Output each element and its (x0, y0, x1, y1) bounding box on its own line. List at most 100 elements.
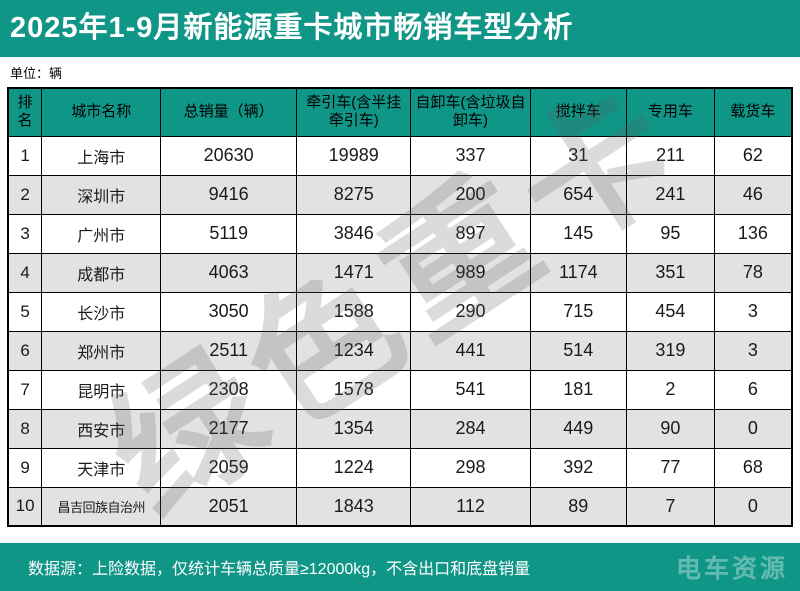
city-cell: 西安市 (41, 408, 162, 449)
dump-truck-cell: 112 (410, 486, 531, 527)
cargo-truck-cell: 0 (713, 408, 793, 449)
special-vehicle-cell: 241 (626, 174, 715, 215)
col-header-total: 总销量（辆） (160, 87, 297, 137)
rank-cell: 3 (7, 213, 43, 254)
table-row: 1 上海市 20630 19989 337 31 211 62 (7, 135, 793, 176)
col-header-cargo: 载货车 (713, 87, 793, 137)
page-title: 2025年1-9月新能源重卡城市畅销车型分析 (10, 12, 574, 44)
cargo-truck-cell: 3 (713, 330, 793, 371)
table-header-row: 排名 城市名称 总销量（辆） 牵引车(含半挂牵引车) 自卸车(含垃圾自卸车) 搅… (7, 87, 793, 137)
special-vehicle-cell: 2 (626, 369, 715, 410)
table-body: 1 上海市 20630 19989 337 31 211 62 2 深圳市 9416 8275 200 6… (7, 135, 793, 527)
dump-truck-cell: 337 (410, 135, 531, 176)
total-sales-cell: 2051 (160, 486, 297, 527)
tractor-cell: 8275 (295, 174, 412, 215)
special-vehicle-cell: 211 (626, 135, 715, 176)
total-sales-cell: 3050 (160, 291, 297, 332)
tractor-cell: 1588 (295, 291, 412, 332)
cargo-truck-cell: 46 (713, 174, 793, 215)
rank-cell: 10 (7, 486, 43, 527)
rank-cell: 7 (7, 369, 43, 410)
tractor-cell: 1354 (295, 408, 412, 449)
tractor-cell: 1234 (295, 330, 412, 371)
rank-cell: 1 (7, 135, 43, 176)
total-sales-cell: 2059 (160, 447, 297, 488)
table-row: 6 郑州市 2511 1234 441 514 319 3 (7, 330, 793, 371)
total-sales-cell: 5119 (160, 213, 297, 254)
sales-table-wrap: 排名 城市名称 总销量（辆） 牵引车(含半挂牵引车) 自卸车(含垃圾自卸车) 搅… (7, 53, 793, 545)
mixer-cell: 145 (529, 213, 628, 254)
mixer-cell: 449 (529, 408, 628, 449)
sales-table: 排名 城市名称 总销量（辆） 牵引车(含半挂牵引车) 自卸车(含垃圾自卸车) 搅… (7, 87, 793, 527)
city-cell: 长沙市 (41, 291, 162, 332)
cargo-truck-cell: 6 (713, 369, 793, 410)
table-row: 3 广州市 5119 3846 897 145 95 136 (7, 213, 793, 254)
special-vehicle-cell: 90 (626, 408, 715, 449)
table-row: 4 成都市 4063 1471 989 1174 351 78 (7, 252, 793, 293)
total-sales-cell: 9416 (160, 174, 297, 215)
city-cell: 上海市 (41, 135, 162, 176)
cargo-truck-cell: 62 (713, 135, 793, 176)
col-header-rank: 排名 (7, 87, 43, 137)
special-vehicle-cell: 95 (626, 213, 715, 254)
special-vehicle-cell: 351 (626, 252, 715, 293)
mixer-cell: 31 (529, 135, 628, 176)
table-row: 2 深圳市 9416 8275 200 654 241 46 (7, 174, 793, 215)
cargo-truck-cell: 0 (713, 486, 793, 527)
cargo-truck-cell: 3 (713, 291, 793, 332)
city-cell: 成都市 (41, 252, 162, 293)
table-row: 9 天津市 2059 1224 298 392 77 68 (7, 447, 793, 488)
cargo-truck-cell: 136 (713, 213, 793, 254)
city-cell: 深圳市 (41, 174, 162, 215)
total-sales-cell: 2511 (160, 330, 297, 371)
rank-cell: 2 (7, 174, 43, 215)
tractor-cell: 1578 (295, 369, 412, 410)
mixer-cell: 89 (529, 486, 628, 527)
title-bar: 2025年1-9月新能源重卡城市畅销车型分析 (0, 0, 800, 57)
special-vehicle-cell: 7 (626, 486, 715, 527)
tractor-cell: 19989 (295, 135, 412, 176)
special-vehicle-cell: 319 (626, 330, 715, 371)
dump-truck-cell: 897 (410, 213, 531, 254)
mixer-cell: 715 (529, 291, 628, 332)
rank-cell: 4 (7, 252, 43, 293)
total-sales-cell: 2177 (160, 408, 297, 449)
mixer-cell: 181 (529, 369, 628, 410)
table-row: 5 长沙市 3050 1588 290 715 454 3 (7, 291, 793, 332)
dump-truck-cell: 200 (410, 174, 531, 215)
total-sales-cell: 4063 (160, 252, 297, 293)
mixer-cell: 654 (529, 174, 628, 215)
brand-logo: 电车资源 (675, 555, 788, 583)
table-row: 10 昌吉回族自治州 2051 1843 112 89 7 0 (7, 486, 793, 527)
cargo-truck-cell: 78 (713, 252, 793, 293)
mixer-cell: 1174 (529, 252, 628, 293)
mixer-cell: 392 (529, 447, 628, 488)
col-header-tractor: 牵引车(含半挂牵引车) (295, 87, 412, 137)
unit-note: 单位：辆 (10, 65, 63, 81)
tractor-cell: 1843 (295, 486, 412, 527)
dump-truck-cell: 298 (410, 447, 531, 488)
city-cell: 昌吉回族自治州 (41, 486, 162, 527)
rank-cell: 8 (7, 408, 43, 449)
dump-truck-cell: 290 (410, 291, 531, 332)
rank-cell: 9 (7, 447, 43, 488)
special-vehicle-cell: 77 (626, 447, 715, 488)
tractor-cell: 3846 (295, 213, 412, 254)
table-row: 7 昆明市 2308 1578 541 181 2 6 (7, 369, 793, 410)
footer-bar: 数据源：上险数据，仅统计车辆总质量≥12000kg，不含出口和底盘销量 电车资源 (0, 543, 800, 591)
cargo-truck-cell: 68 (713, 447, 793, 488)
mixer-cell: 514 (529, 330, 628, 371)
rank-cell: 6 (7, 330, 43, 371)
city-cell: 昆明市 (41, 369, 162, 410)
total-sales-cell: 20630 (160, 135, 297, 176)
total-sales-cell: 2308 (160, 369, 297, 410)
col-header-city: 城市名称 (41, 87, 162, 137)
city-cell: 天津市 (41, 447, 162, 488)
col-header-dump: 自卸车(含垃圾自卸车) (410, 87, 531, 137)
city-cell: 广州市 (41, 213, 162, 254)
dump-truck-cell: 284 (410, 408, 531, 449)
rank-cell: 5 (7, 291, 43, 332)
tractor-cell: 1224 (295, 447, 412, 488)
table-row: 8 西安市 2177 1354 284 449 90 0 (7, 408, 793, 449)
